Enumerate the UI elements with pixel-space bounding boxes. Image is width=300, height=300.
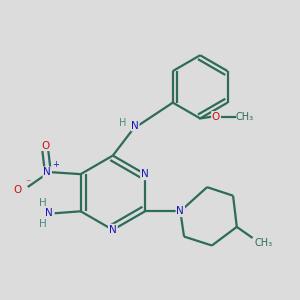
Text: N: N xyxy=(131,121,139,131)
Text: H: H xyxy=(38,198,46,208)
Text: H: H xyxy=(38,219,46,229)
Text: H: H xyxy=(119,118,127,128)
Text: N: N xyxy=(141,169,149,179)
Text: CH₃: CH₃ xyxy=(254,238,273,248)
Text: O: O xyxy=(212,112,220,122)
Text: N: N xyxy=(45,208,53,218)
Text: ⁻: ⁻ xyxy=(26,178,31,188)
Text: N: N xyxy=(44,167,51,177)
Text: CH₃: CH₃ xyxy=(236,112,254,122)
Text: O: O xyxy=(41,140,50,151)
Text: N: N xyxy=(109,225,117,235)
Text: +: + xyxy=(52,160,59,169)
Text: O: O xyxy=(14,185,22,195)
Text: N: N xyxy=(176,206,184,216)
